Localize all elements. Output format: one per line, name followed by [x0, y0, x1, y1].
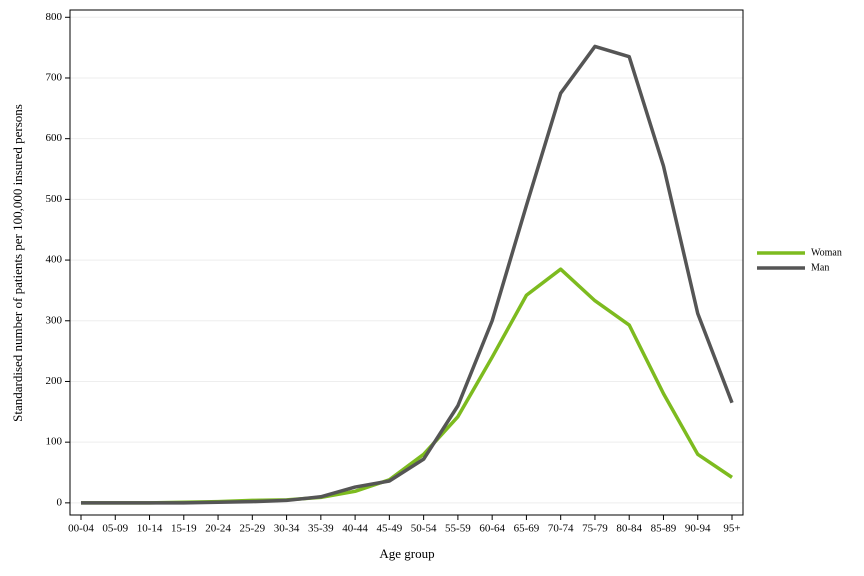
x-tick-label: 85-89 — [651, 523, 677, 535]
y-tick-label: 100 — [46, 436, 63, 448]
x-tick-label: 80-84 — [616, 523, 642, 535]
legend-label: Woman — [811, 247, 842, 258]
y-tick-label: 300 — [46, 314, 63, 326]
y-tick-label: 200 — [46, 375, 63, 387]
x-tick-label: 30-34 — [274, 523, 300, 535]
x-tick-label: 50-54 — [411, 523, 437, 535]
x-tick-label: 00-04 — [68, 523, 94, 535]
x-tick-label: 10-14 — [137, 523, 163, 535]
x-axis-label: Age group — [379, 546, 434, 561]
x-tick-label: 25-29 — [239, 523, 265, 535]
x-tick-label: 65-69 — [514, 523, 540, 535]
legend-label: Man — [811, 262, 829, 273]
x-tick-label: 60-64 — [479, 523, 505, 535]
x-tick-label: 40-44 — [342, 523, 368, 535]
plot-frame — [69, 9, 744, 516]
y-tick-label: 700 — [46, 72, 63, 84]
x-tick-label: 75-79 — [582, 523, 608, 535]
x-tick-label: 05-09 — [102, 523, 128, 535]
y-tick-label: 500 — [46, 193, 63, 205]
x-tick-label: 20-24 — [205, 523, 231, 535]
x-tick-label: 55-59 — [445, 523, 471, 535]
y-tick-label: 0 — [57, 496, 63, 508]
x-tick-label: 45-49 — [377, 523, 403, 535]
x-tick-label: 70-74 — [548, 523, 574, 535]
x-tick-label: 90-94 — [685, 523, 711, 535]
x-tick-label: 15-19 — [171, 523, 197, 535]
y-tick-label: 400 — [46, 254, 63, 266]
x-tick-label: 35-39 — [308, 523, 334, 535]
data-line — [81, 44, 734, 505]
y-tick-label: 800 — [46, 11, 63, 23]
y-axis-label: Standardised number of patients per 100,… — [10, 104, 25, 422]
x-tick-label: 95+ — [723, 523, 740, 535]
y-tick-label: 600 — [46, 132, 63, 144]
